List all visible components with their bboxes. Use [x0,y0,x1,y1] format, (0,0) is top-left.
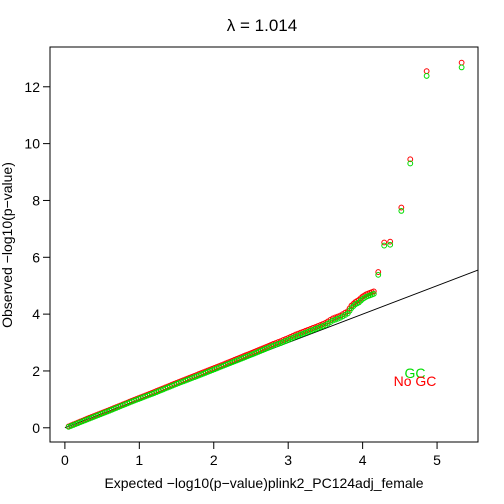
y-tick-label: 6 [32,249,40,265]
plot-frame [49,46,479,443]
x-tick-label: 1 [135,452,143,468]
data-point [375,271,382,278]
data-point [387,238,394,245]
x-tick-label: 4 [359,452,367,468]
data-point [398,207,405,214]
data-point [387,241,394,248]
x-tick-label: 2 [210,452,218,468]
y-tick-label: 4 [32,306,40,322]
y-tick-label: 2 [32,363,40,379]
y-axis-label: Observed −log10(p−value) [0,162,15,328]
x-tick-label: 0 [61,452,69,468]
data-point [370,290,377,297]
data-point [458,59,465,66]
x-tick-label: 3 [284,452,292,468]
y-axis: 0 2 4 6 8 10 12 [24,79,50,436]
legend-label-no-gc: No GC [394,373,437,389]
data-point [375,269,382,275]
x-tick-label: 5 [433,452,441,468]
y-tick-label: 8 [32,192,40,208]
x-axis-label: Expected −log10(p−value)plink2_PC124adj_… [104,475,423,491]
data-point [398,204,405,211]
data-point [407,156,414,163]
data-point [381,242,388,249]
data-point [458,64,465,71]
data-point [423,68,430,75]
legend-label-gc: GC [405,365,426,381]
gc-points [65,64,465,430]
y-tick-label: 10 [24,136,40,152]
data-point [275,340,282,347]
x-axis: 0 1 2 3 4 5 [61,442,441,468]
y-tick-label: 0 [32,420,40,436]
data-point [272,341,279,348]
data-point [381,239,388,246]
data-point [407,160,414,167]
data-point [270,342,277,349]
legend: GC No GC [394,365,437,389]
chart-title: λ = 1.014 [227,16,297,35]
data-point [423,73,430,79]
y-tick-label: 12 [24,79,40,95]
